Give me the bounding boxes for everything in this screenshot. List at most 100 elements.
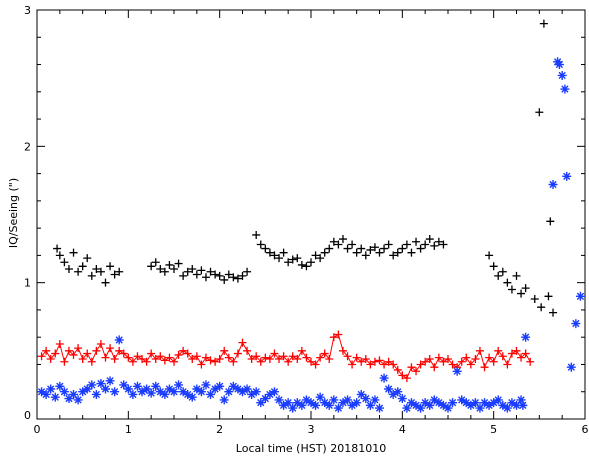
data-point xyxy=(406,398,416,408)
data-point xyxy=(325,355,334,364)
data-point xyxy=(128,389,138,399)
data-point xyxy=(518,400,528,410)
data-point xyxy=(83,254,92,263)
data-series xyxy=(37,19,585,413)
data-point xyxy=(485,353,494,362)
data-point xyxy=(106,262,115,271)
data-point xyxy=(197,360,206,369)
data-point xyxy=(293,254,302,263)
data-point xyxy=(333,403,343,413)
data-point xyxy=(366,245,375,254)
data-point xyxy=(46,355,55,364)
data-point xyxy=(421,240,430,249)
data-point xyxy=(160,389,170,399)
data-point xyxy=(252,352,261,361)
data-point xyxy=(416,360,425,369)
data-point xyxy=(343,395,353,405)
data-point xyxy=(316,254,325,263)
y-tick-label: 3 xyxy=(24,4,31,17)
data-point xyxy=(229,273,238,282)
data-point xyxy=(275,355,284,364)
y-tick-label: 0 xyxy=(24,409,31,422)
data-point xyxy=(215,381,225,391)
data-point xyxy=(348,240,357,249)
data-point xyxy=(64,346,73,355)
data-point xyxy=(247,355,256,364)
data-point xyxy=(384,384,394,394)
tick-labels: 0 1 2 3 4 5 6 0 1 2 3 xyxy=(24,4,589,436)
data-point xyxy=(101,384,110,394)
data-point xyxy=(132,381,142,391)
data-point xyxy=(270,251,279,260)
data-point xyxy=(197,266,206,275)
data-point xyxy=(471,355,480,364)
x-tick-label: 3 xyxy=(308,423,315,436)
data-point xyxy=(261,244,270,253)
data-point xyxy=(274,395,284,405)
data-point xyxy=(261,353,270,362)
data-point xyxy=(416,244,425,253)
data-point xyxy=(380,360,389,369)
data-point xyxy=(73,395,83,405)
data-point xyxy=(320,248,329,257)
data-point xyxy=(448,398,458,408)
data-point xyxy=(370,395,380,405)
data-point xyxy=(215,355,224,364)
data-point xyxy=(357,357,366,366)
data-point xyxy=(324,400,334,410)
data-point xyxy=(384,240,393,249)
data-point xyxy=(361,355,370,364)
data-point xyxy=(512,271,521,280)
data-point xyxy=(571,319,581,329)
data-point xyxy=(215,271,224,280)
data-point xyxy=(475,346,484,355)
data-point xyxy=(60,258,69,267)
data-point xyxy=(114,335,124,345)
data-point xyxy=(343,244,352,253)
data-point xyxy=(457,357,466,366)
data-point xyxy=(516,395,526,405)
data-point xyxy=(421,357,430,366)
data-point xyxy=(461,398,471,408)
data-point xyxy=(115,267,124,276)
data-point xyxy=(416,403,426,413)
data-point xyxy=(156,352,165,361)
data-point xyxy=(50,392,60,402)
data-point xyxy=(494,271,503,280)
data-point xyxy=(348,360,357,369)
data-point xyxy=(452,366,462,376)
data-point xyxy=(224,270,233,279)
data-point xyxy=(398,244,407,253)
y-axis-label: IQ/Seeing (") xyxy=(7,178,20,248)
x-tick-label: 5 xyxy=(490,423,497,436)
data-point xyxy=(329,237,338,246)
data-point xyxy=(123,384,133,394)
data-point xyxy=(526,357,535,366)
data-point xyxy=(402,240,411,249)
data-point xyxy=(480,398,490,408)
data-point xyxy=(164,384,174,394)
y-tick-label: 2 xyxy=(24,140,31,153)
data-point xyxy=(284,258,293,267)
data-point xyxy=(512,346,521,355)
data-point xyxy=(110,270,119,279)
data-point xyxy=(69,248,78,257)
data-point xyxy=(306,398,316,408)
data-point xyxy=(183,349,192,358)
data-point xyxy=(389,251,398,260)
data-point xyxy=(55,251,64,260)
data-point xyxy=(388,389,398,399)
data-point xyxy=(69,389,79,399)
data-point xyxy=(37,352,46,361)
data-point xyxy=(183,267,192,276)
data-point xyxy=(361,394,371,404)
data-point xyxy=(55,381,65,391)
data-point xyxy=(434,398,444,408)
data-point xyxy=(546,217,555,226)
data-point xyxy=(265,389,275,399)
data-point xyxy=(352,353,361,362)
data-point xyxy=(174,259,183,268)
data-point xyxy=(503,360,512,369)
data-point xyxy=(507,398,517,408)
data-point xyxy=(206,356,215,365)
